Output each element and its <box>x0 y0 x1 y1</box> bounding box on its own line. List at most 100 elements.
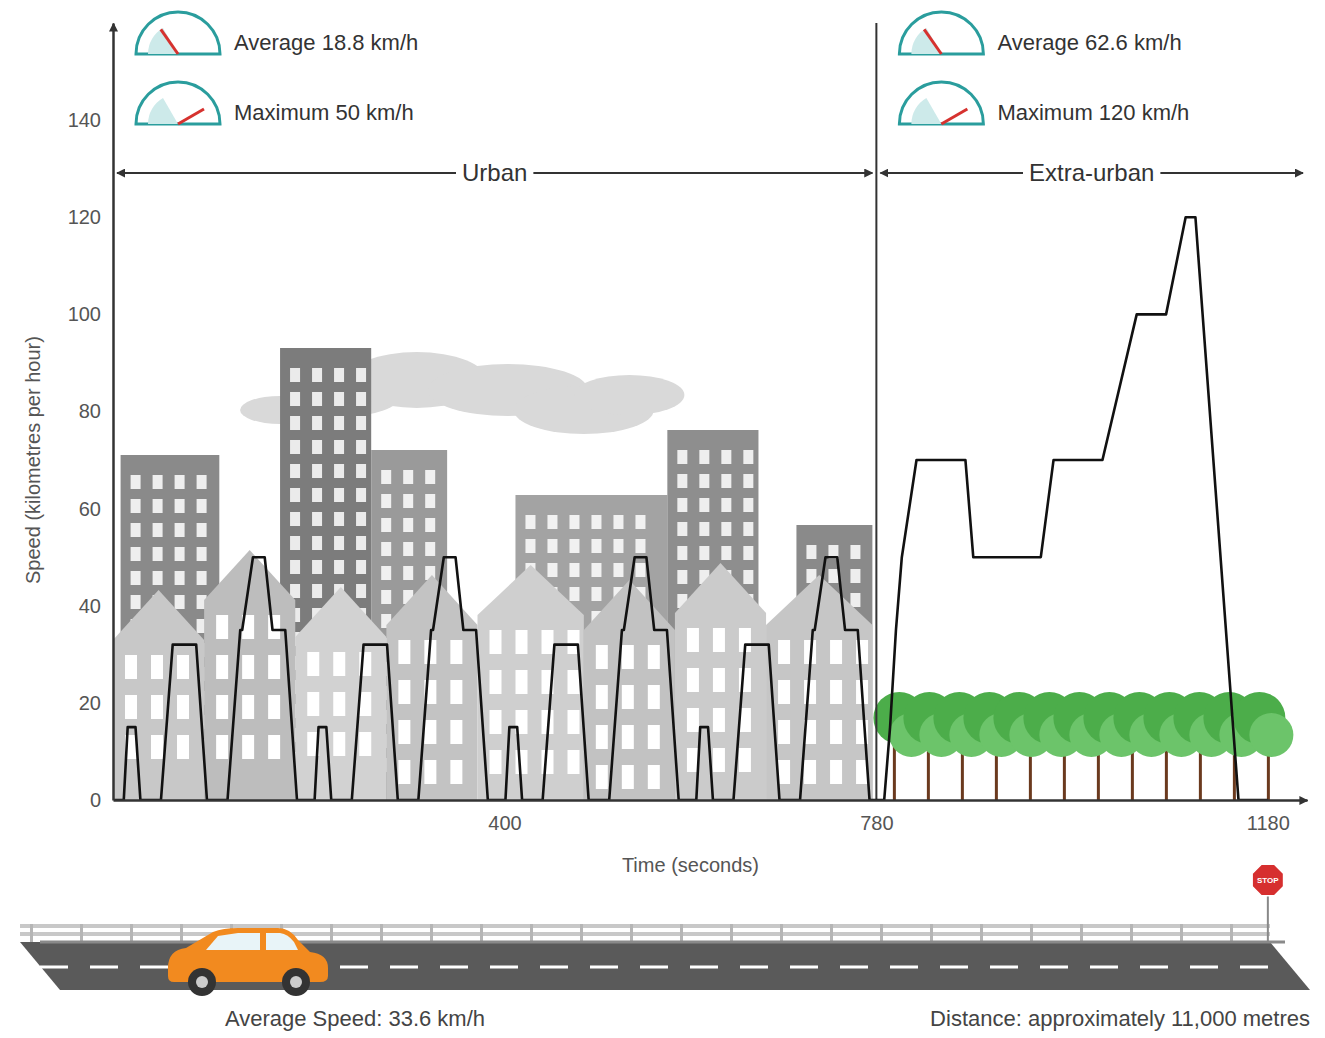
window <box>356 368 366 382</box>
rail-post <box>680 924 683 942</box>
window <box>312 512 322 526</box>
rail-post <box>980 924 983 942</box>
window <box>677 498 687 512</box>
window <box>677 474 687 488</box>
window <box>151 695 163 719</box>
window <box>312 368 322 382</box>
window <box>490 630 502 654</box>
speed-line <box>113 217 1268 800</box>
window <box>804 680 816 704</box>
window <box>450 640 462 664</box>
window <box>591 587 601 601</box>
window <box>153 571 163 585</box>
window <box>290 368 300 382</box>
window <box>699 450 709 464</box>
rail-post <box>630 924 633 942</box>
x-tick: 1180 <box>1247 800 1290 834</box>
window <box>699 546 709 560</box>
window <box>568 750 580 774</box>
window <box>356 560 366 574</box>
rail-post <box>930 924 933 942</box>
window <box>151 655 163 679</box>
window <box>677 450 687 464</box>
y-tick: 40 <box>79 595 113 617</box>
window <box>450 760 462 784</box>
window <box>699 522 709 536</box>
window <box>333 652 345 676</box>
gauge-needle <box>178 109 204 124</box>
window <box>334 536 344 550</box>
window <box>359 692 371 716</box>
x-axis-title: Time (seconds) <box>622 854 759 876</box>
plot-area <box>113 217 1268 800</box>
rail-post <box>880 924 883 942</box>
window <box>596 645 608 669</box>
window <box>635 563 645 577</box>
window <box>542 750 554 774</box>
y-tick-label: 0 <box>90 789 101 811</box>
window <box>381 542 391 556</box>
window <box>424 720 436 744</box>
window <box>596 725 608 749</box>
window <box>490 710 502 734</box>
y-tick-label: 140 <box>68 109 101 131</box>
window <box>677 570 687 584</box>
window <box>216 735 228 759</box>
window <box>648 645 660 669</box>
window <box>525 515 535 529</box>
average-speed: Average Speed: 33.6 km/h <box>225 1006 485 1031</box>
gauge <box>136 12 220 54</box>
gauge-dial <box>136 12 220 54</box>
section-average: Average 18.8 km/h <box>234 30 418 55</box>
window <box>312 464 322 478</box>
window <box>175 499 185 513</box>
chart-svg: 4007801180020406080100120140Speed (kilom… <box>0 0 1325 1038</box>
window <box>268 655 280 679</box>
gauge-dial <box>899 12 983 54</box>
label-patch <box>456 157 533 188</box>
window <box>806 545 816 559</box>
house <box>295 587 386 800</box>
section-label: Extra-urban <box>1029 159 1154 186</box>
window <box>131 571 141 585</box>
window <box>334 464 344 478</box>
window <box>356 536 366 550</box>
window <box>125 695 137 719</box>
gauge <box>899 82 983 124</box>
window <box>403 494 413 508</box>
window <box>216 695 228 719</box>
window <box>177 655 189 679</box>
window <box>177 695 189 719</box>
window <box>175 475 185 489</box>
rail-post <box>380 924 383 942</box>
window <box>356 464 366 478</box>
window <box>290 440 300 454</box>
y-tick: 0 <box>90 789 113 811</box>
window <box>743 450 753 464</box>
y-tick-label: 60 <box>79 498 101 520</box>
window <box>333 732 345 756</box>
window <box>312 488 322 502</box>
window <box>721 546 731 560</box>
gauge <box>136 82 220 124</box>
window <box>778 680 790 704</box>
window <box>175 595 185 609</box>
rail-post <box>530 924 533 942</box>
section-divider <box>875 23 877 800</box>
rail-post <box>430 924 433 942</box>
window <box>356 512 366 526</box>
rail-post <box>180 924 183 942</box>
rail-post <box>1130 924 1133 942</box>
rail-post <box>730 924 733 942</box>
window <box>131 523 141 537</box>
y-tick-label: 100 <box>68 303 101 325</box>
window <box>131 595 141 609</box>
window <box>131 499 141 513</box>
window <box>381 494 391 508</box>
background <box>113 348 1293 800</box>
window <box>290 488 300 502</box>
window <box>307 652 319 676</box>
window <box>177 735 189 759</box>
window <box>547 563 557 577</box>
window <box>425 494 435 508</box>
